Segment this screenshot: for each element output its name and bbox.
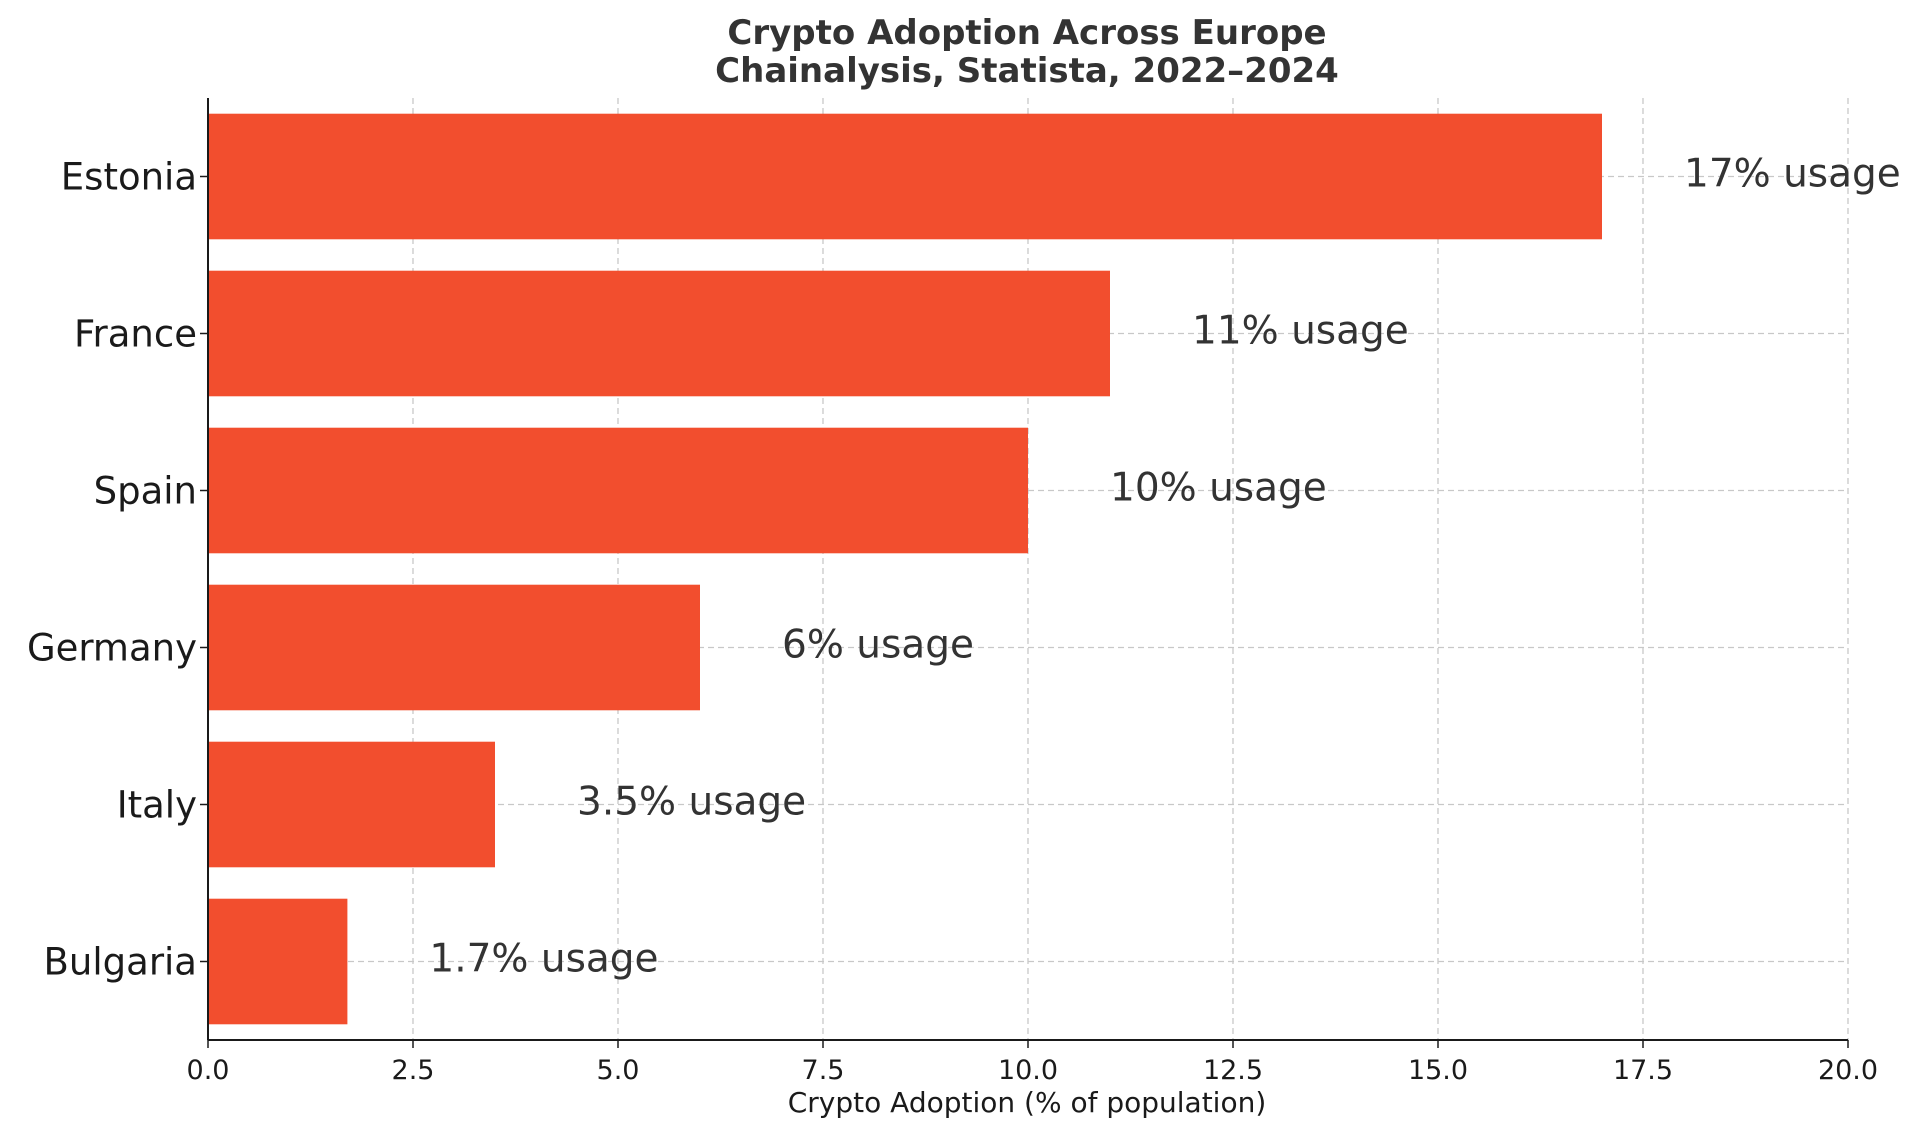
axes	[200, 98, 1849, 1048]
category-label-spain: Spain	[94, 470, 197, 513]
category-label-italy: Italy	[117, 784, 197, 827]
data-label-france: 11% usage	[1192, 309, 1409, 354]
data-label-spain: 10% usage	[1110, 466, 1327, 511]
labels: 0.0 2.5 5.0 7.5 10.0 12.5 15.0 17.5 20.0 Estonia 1…	[27, 152, 1901, 1087]
data-label-estonia: 17% usage	[1684, 152, 1901, 197]
chart-title: Crypto Adoption Across Europe	[727, 13, 1326, 53]
chart-subtitle: Chainalysis, Statista, 2022–2024	[715, 51, 1339, 91]
x-tick-label: 15.0	[1408, 1055, 1468, 1086]
x-tick-label: 20.0	[1818, 1055, 1878, 1086]
data-label-bulgaria: 1.7% usage	[429, 937, 658, 982]
data-label-germany: 6% usage	[782, 623, 974, 668]
bar-spain	[208, 427, 1028, 554]
category-label-france: France	[74, 313, 197, 356]
x-tick-label: 10.0	[998, 1055, 1058, 1086]
grid	[208, 98, 1849, 1040]
bar-italy	[208, 741, 495, 868]
category-label-germany: Germany	[27, 627, 197, 670]
x-axis-title: Crypto Adoption (% of population)	[788, 1086, 1267, 1119]
bars	[208, 113, 1602, 1025]
x-tick-label: 7.5	[802, 1055, 845, 1086]
data-label-italy: 3.5% usage	[577, 780, 806, 825]
x-tick-label: 17.5	[1613, 1055, 1673, 1086]
bar-bulgaria	[208, 898, 348, 1025]
category-label-estonia: Estonia	[61, 156, 197, 199]
x-tick-label: 5.0	[597, 1055, 640, 1086]
bar-estonia	[208, 113, 1602, 240]
x-tick-label: 12.5	[1203, 1055, 1263, 1086]
category-label-bulgaria: Bulgaria	[44, 941, 197, 984]
bar-germany	[208, 584, 700, 711]
x-tick-label: 0.0	[187, 1055, 230, 1086]
bar-france	[208, 270, 1110, 397]
x-tick-label: 2.5	[392, 1055, 435, 1086]
